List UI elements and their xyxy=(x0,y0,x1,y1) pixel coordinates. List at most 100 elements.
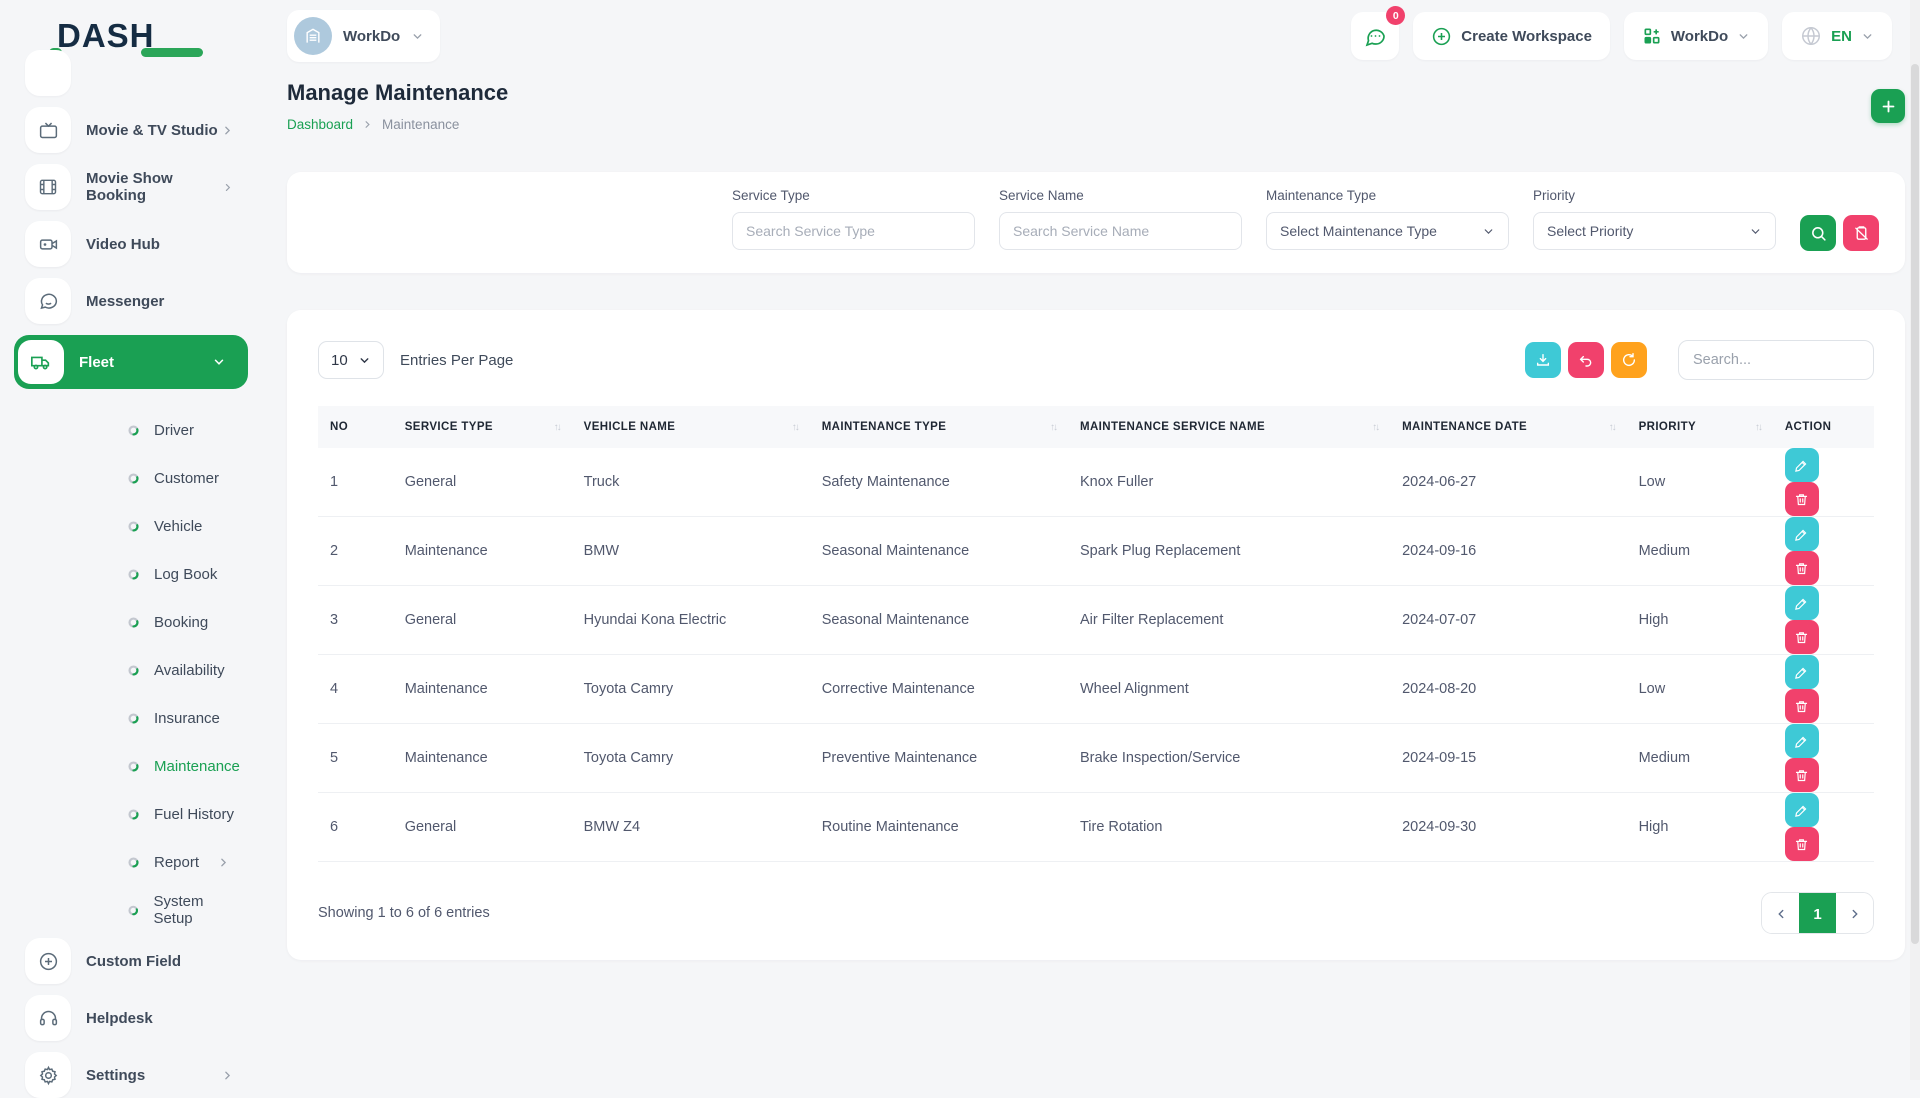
sidebar-subitem-fuel-history[interactable]: Fuel History xyxy=(18,790,242,838)
video-camera-icon xyxy=(39,238,57,250)
delete-button[interactable] xyxy=(1784,689,1819,723)
table-controls: 10 Entries Per Page xyxy=(318,340,1874,380)
cell-action xyxy=(1772,723,1874,793)
next-page-button[interactable] xyxy=(1836,893,1873,933)
plus-icon xyxy=(1882,100,1894,112)
undo-icon xyxy=(1579,355,1592,367)
undo-button[interactable] xyxy=(1568,342,1604,378)
edit-button[interactable] xyxy=(1784,793,1819,827)
delete-icon xyxy=(1796,769,1808,781)
filter-maintenance-type: Maintenance Type Select Maintenance Type xyxy=(1266,188,1509,250)
delete-button[interactable] xyxy=(1784,620,1819,654)
subitem-label: Maintenance xyxy=(154,757,240,775)
priority-select[interactable]: Select Priority xyxy=(1533,212,1776,250)
reset-filter-button[interactable] xyxy=(1843,215,1879,251)
cell-service-type: General xyxy=(392,792,572,862)
chat-bubble-icon xyxy=(39,293,57,309)
column-header-maintenance-service-name[interactable]: MAINTENANCE SERVICE NAME ↑↓ xyxy=(1067,406,1391,448)
previous-page-button[interactable] xyxy=(1762,893,1799,933)
service-name-input[interactable] xyxy=(999,212,1242,250)
column-header-maintenance-date[interactable]: MAINTENANCE DATE ↑↓ xyxy=(1390,406,1627,448)
apply-filter-button[interactable] xyxy=(1800,215,1836,251)
workspace-switcher[interactable]: WorkDo xyxy=(1623,12,1769,60)
edit-icon xyxy=(1795,460,1807,472)
service-type-input[interactable] xyxy=(732,212,975,250)
sidebar-item-movie-tv-studio[interactable]: Movie & TV Studio xyxy=(18,107,242,153)
sort-icon[interactable]: ↑↓ xyxy=(1608,421,1617,433)
breadcrumb-dashboard-link[interactable]: Dashboard xyxy=(287,117,354,132)
sidebar-item-movie-show-booking[interactable]: Movie Show Booking xyxy=(18,164,242,210)
sidebar-subitem-log-book[interactable]: Log Book xyxy=(18,550,242,598)
edit-icon xyxy=(1795,529,1807,541)
delete-button[interactable] xyxy=(1784,482,1819,516)
sidebar-subitem-driver[interactable]: Driver xyxy=(18,406,242,454)
export-button[interactable] xyxy=(1525,342,1561,378)
cell-maintenance-type: Corrective Maintenance xyxy=(809,654,1068,724)
sidebar-item-video-hub[interactable]: Video Hub xyxy=(18,221,242,267)
column-label: VEHICLE NAME xyxy=(583,421,676,433)
entries-per-page-select[interactable]: 10 xyxy=(318,341,384,379)
column-header-vehicle-name[interactable]: VEHICLE NAME ↑↓ xyxy=(571,406,810,448)
cell-maintenance-type: Routine Maintenance xyxy=(809,792,1068,862)
current-page[interactable]: 1 xyxy=(1799,893,1836,933)
maintenance-type-select[interactable]: Select Maintenance Type xyxy=(1266,212,1509,250)
sidebar-subitem-customer[interactable]: Customer xyxy=(18,454,242,502)
delete-button[interactable] xyxy=(1784,758,1819,792)
workspace-selector[interactable]: WorkDo xyxy=(287,10,441,62)
sort-icon[interactable]: ↑↓ xyxy=(553,421,562,433)
edit-button[interactable] xyxy=(1784,655,1819,689)
delete-icon xyxy=(1796,562,1808,574)
sidebar-subitem-availability[interactable]: Availability xyxy=(18,646,242,694)
sort-icon[interactable]: ↑↓ xyxy=(791,421,800,433)
bullet-icon xyxy=(128,664,139,676)
cell-action xyxy=(1772,448,1874,517)
sort-icon[interactable]: ↑↓ xyxy=(1049,421,1058,433)
column-header-maintenance-type[interactable]: MAINTENANCE TYPE ↑↓ xyxy=(809,406,1068,448)
brand-logo: DASH xyxy=(49,17,207,57)
column-header-service-type[interactable]: SERVICE TYPE ↑↓ xyxy=(392,406,572,448)
sidebar-item-custom-field[interactable]: Custom Field xyxy=(18,938,242,984)
delete-button[interactable] xyxy=(1784,827,1819,861)
delete-icon xyxy=(1796,700,1808,712)
sidebar-subitem-insurance[interactable]: Insurance xyxy=(18,694,242,742)
sidebar-item-settings[interactable]: Settings xyxy=(18,1052,242,1098)
sidebar-subitem-vehicle[interactable]: Vehicle xyxy=(18,502,242,550)
filter-label: Service Type xyxy=(732,188,810,203)
sort-icon[interactable]: ↑↓ xyxy=(1754,421,1763,433)
bullet-icon xyxy=(128,808,139,820)
sidebar-subitem-maintenance[interactable]: Maintenance xyxy=(18,742,242,790)
page-header: Manage Maintenance Dashboard Maintenance xyxy=(287,72,1905,158)
sidebar-subitem-system-setup[interactable]: System Setup xyxy=(18,886,242,934)
sidebar-item-messenger[interactable]: Messenger xyxy=(18,278,242,324)
delete-button[interactable] xyxy=(1784,551,1819,585)
table-search-input[interactable] xyxy=(1678,340,1874,380)
truck-icon xyxy=(31,356,50,370)
app-grid-icon xyxy=(1644,28,1660,44)
column-header-priority[interactable]: PRIORITY ↑↓ xyxy=(1626,406,1773,448)
cell-no: 5 xyxy=(318,723,393,793)
filter-label: Maintenance Type xyxy=(1266,188,1377,203)
logo-accent-bar xyxy=(141,48,203,57)
edit-button[interactable] xyxy=(1784,724,1819,758)
edit-button[interactable] xyxy=(1784,586,1819,620)
language-selector[interactable]: EN xyxy=(1782,12,1892,60)
sidebar-subitem-report[interactable]: Report xyxy=(18,838,242,886)
sidebar-item-label: Movie Show Booking xyxy=(86,170,173,204)
cell-vehicle-name: Hyundai Kona Electric xyxy=(571,585,810,655)
add-maintenance-button[interactable] xyxy=(1871,89,1905,123)
sidebar-item-fleet[interactable]: Fleet xyxy=(14,335,248,389)
language-label: EN xyxy=(1831,27,1852,45)
scrollbar-thumb[interactable] xyxy=(1911,64,1919,944)
sidebar-item-label: Movie & TV Studio xyxy=(86,121,218,139)
edit-button[interactable] xyxy=(1784,517,1819,551)
edit-button[interactable] xyxy=(1784,448,1819,482)
refresh-button[interactable] xyxy=(1611,342,1647,378)
sidebar-item-helpdesk[interactable]: Helpdesk xyxy=(18,995,242,1041)
sort-icon[interactable]: ↑↓ xyxy=(1372,421,1380,433)
cell-vehicle-name: Toyota Camry xyxy=(571,723,810,793)
sidebar-subitem-booking[interactable]: Booking xyxy=(18,598,242,646)
messages-button[interactable]: 0 xyxy=(1351,6,1406,60)
page-scrollbar[interactable] xyxy=(1910,0,1920,1080)
topbar: DASH WorkDo 0 Create Workspace WorkDo EN xyxy=(0,0,1920,72)
create-workspace-button[interactable]: Create Workspace xyxy=(1413,12,1610,60)
